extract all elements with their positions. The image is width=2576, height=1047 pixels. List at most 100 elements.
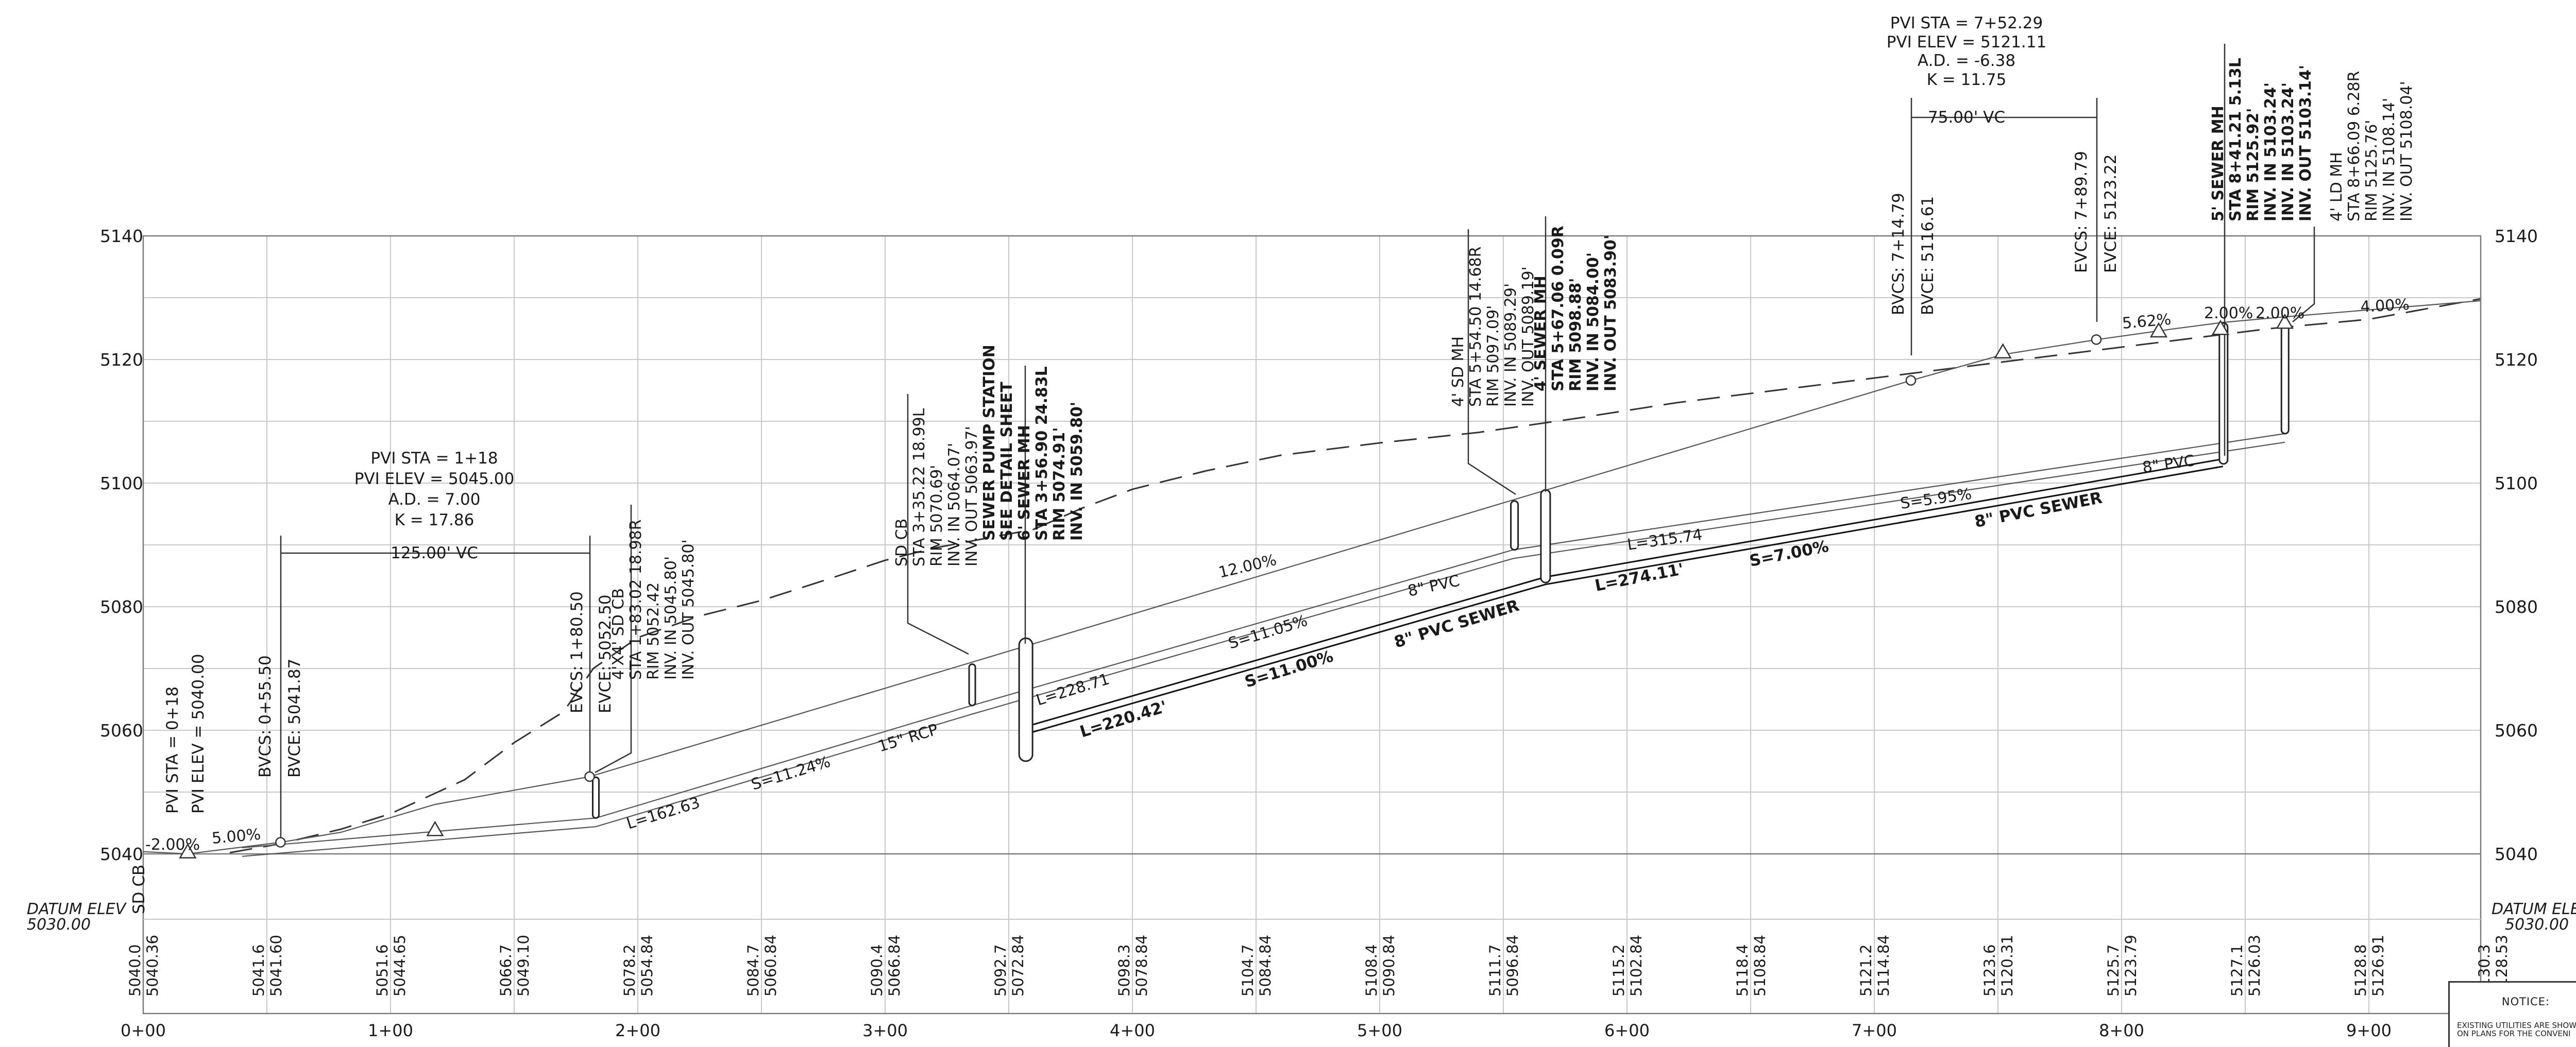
structure-sd-cb-2: SD CB STA 3+35.22 18.99L RIM 5070.69' IN… [893,408,981,567]
structure-text: INV. IN 5084.00' [1584,252,1602,391]
vc-text: K = 17.86 [395,511,474,529]
structure-text: RIM 5070.69' [928,465,946,567]
structure-ld-mh: 4' LD MH STA 8+66.09 6.28R RIM 5125.76' … [2328,71,2416,221]
structure-text: INV. IN 5103.24' [2262,82,2280,221]
structure-text: INV. IN 5103.24' [2279,82,2297,221]
vc-text: PVI ELEV = 5045.00 [354,470,514,488]
existing-elevation: 5125.7 [2105,945,2122,997]
structure-text: INV. OUT 5083.90' [1602,235,1620,391]
elev-label: 5120 [100,350,143,370]
grade-label: 4.00% [2360,296,2410,316]
structure-text: 4' SD MH [1449,336,1467,407]
proposed-elevation: 5072.84 [1009,935,1027,997]
station-label: 4+00 [1110,1021,1155,1040]
pump-station-manhole [1018,637,1033,762]
vc-length: 75.00' VC [1928,108,2005,127]
structure-text: INV. OUT 5108.04' [2398,81,2416,221]
vertical-station-texts: PVI STA = 0+18 PVI ELEV = 5040.00 BVCS: … [130,151,2120,914]
elev-label: 5100 [100,473,143,493]
station-label: 6+00 [1604,1021,1650,1040]
pvi-triangle [2276,313,2294,329]
station-label: 5+00 [1357,1021,1402,1040]
sewer-pipe-bottom [1026,466,2224,735]
structure-text: SD CB [893,519,911,567]
existing-elevation: 5104.7 [1239,945,1257,997]
proposed-elevation: 5066.84 [886,935,903,997]
existing-elevation: 5040.0 [126,945,144,997]
existing-elevation: 5115.2 [1610,945,1628,997]
elev-label: 5040 [2495,844,2538,864]
sewer-length-label: L=220.42' [1078,697,1170,742]
station-label: 1+00 [368,1021,413,1040]
station-label: 7+00 [1852,1021,1897,1040]
proposed-elevation: 5120.31 [1998,935,2016,997]
notice-title: NOTICE: [2501,995,2550,1008]
existing-elevation: 5041.6 [250,945,267,997]
structure-text: 4' SEWER MH [1532,276,1550,391]
vc-point-circle [275,837,286,848]
grade-label: 2.00% [2256,304,2304,322]
grade-label: -2.00% [145,836,200,854]
proposed-elevation: 5041.60 [267,935,285,997]
sd-cb-text: SD CB [130,865,148,914]
datum-label: DATUM ELEV [2492,900,2576,918]
evcs-text: EVCS: 1+80.50 [568,591,586,713]
elev-label: 5040 [100,844,143,864]
structure-text: INV. IN 5108.14' [2380,98,2398,221]
pvi-sta-text: PVI STA = 0+18 [163,686,182,814]
existing-elevation: 5108.4 [1363,945,1380,997]
structure-text: INV. IN 5045.80' [662,556,680,680]
structure-text: 6' SEWER MH [1015,425,1033,541]
pvi-triangle [179,843,197,859]
elevation-axis-right: 5140 5120 5100 5080 5060 5040 [2495,226,2538,864]
bvce-text: BVCE: 5041.87 [285,659,304,778]
proposed-elevation: 5126.91 [2369,935,2387,997]
existing-elevation: 5128.8 [2352,945,2369,997]
ld-manhole [2280,322,2290,435]
structure-text: INV. IN 5064.07' [945,443,963,567]
vc-text: PVI STA = 7+52.29 [1890,14,2043,32]
pvi-triangle [426,820,444,836]
pvi-triangle [1994,343,2012,359]
station-label: 3+00 [862,1021,908,1040]
proposed-elevation: 5102.84 [1628,935,1645,997]
bvcs-text: BVCS: 7+14.79 [1889,193,1908,315]
vc-text: PVI STA = 1+18 [370,449,498,468]
vc-text: A.D. = 7.00 [388,490,481,509]
vc-point-circle [2091,334,2102,345]
proposed-elevation: 5078.84 [1133,935,1150,997]
proposed-elevation: 5090.84 [1380,935,1398,997]
elev-label: 5140 [100,226,143,246]
sewer-size-label: 8" PVC SEWER [1973,488,2104,531]
pipe-slope-label: S=11.05% [1226,612,1310,653]
existing-elevation: 5123.6 [1981,945,1998,997]
structure-text: STA 8+41.21 5.13L [2227,58,2245,221]
sd-manhole [1510,500,1519,551]
callout-leader [2292,227,2315,322]
existing-elevation: 5121.2 [1857,945,1875,997]
storm-pipe-bottom [242,441,2285,857]
existing-elevation: 5051.6 [374,945,391,997]
vc-point-circle [584,771,595,782]
structure-text: STA 1+83.02 18.98R [627,520,645,680]
proposed-elevation: 5123.79 [2122,935,2140,997]
station-label: 9+00 [2346,1021,2392,1040]
structure-text: 4' LD MH [2328,152,2346,221]
grade-label: 5.62% [2122,311,2172,333]
callout-leader [595,505,632,774]
sewer-labels: L=220.42' S=11.00% 8" PVC SEWER L=274.11… [1078,488,2104,741]
existing-elevation: 5090.4 [868,945,886,997]
sewer-manhole [1540,489,1551,583]
pipe-length-label: L=162.63 [624,794,702,833]
notice-text: EXISTING UTILITIES ARE SHOW ON PLANS FOR… [2457,1021,2576,1038]
proposed-elevation: 5114.84 [1875,935,1892,997]
pvi-triangle [2149,322,2168,338]
bvcs-text: BVCS: 0+55.50 [256,655,275,778]
vc-length: 125.00' VC [391,544,478,562]
elev-label: 5140 [2495,226,2538,246]
structure-sewer-mh-5: 5' SEWER MH STA 8+41.21 5.13L RIM 5125.9… [2209,58,2315,221]
structure-text: STA 8+66.09 6.28R [2345,71,2363,221]
vc-text: A.D. = -6.38 [1918,52,2015,70]
structure-text: INV. IN 5059.80' [1068,402,1086,541]
bvce-text: BVCE: 5116.61 [1919,196,1937,315]
